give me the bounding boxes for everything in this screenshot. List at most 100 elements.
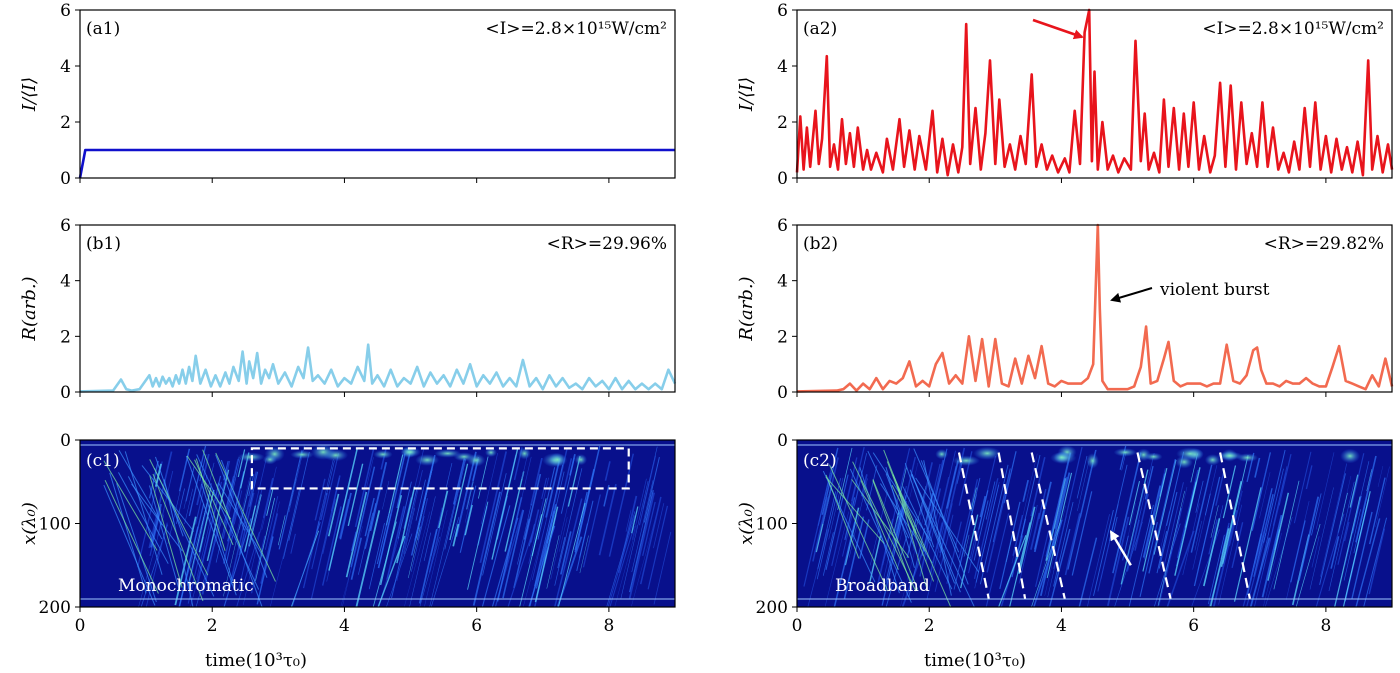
heatmap-hotspot xyxy=(1053,451,1070,463)
heatmap-streak xyxy=(604,461,611,481)
heatmap-streak xyxy=(563,458,573,490)
heatmap-streak xyxy=(614,524,638,607)
heatmap-streak xyxy=(238,489,263,591)
heatmap-streak xyxy=(1295,524,1321,607)
heatmap-streak xyxy=(223,518,252,607)
heatmap-texture xyxy=(797,444,1392,607)
heatmap-streak xyxy=(362,457,374,506)
heatmap-hotspot xyxy=(973,446,1002,460)
heatmap-streak xyxy=(631,478,647,541)
heatmap-streak xyxy=(1192,465,1218,570)
heatmap-streak xyxy=(266,487,274,516)
y-axis-label: I/⟨I⟩ xyxy=(19,77,40,112)
heatmap-streak xyxy=(1249,537,1271,607)
heatmap-streak xyxy=(1309,487,1334,590)
panel-label: (a2) xyxy=(803,19,837,39)
heatmap-streak xyxy=(985,513,1010,607)
heatmap-streak xyxy=(225,458,239,510)
heatmap-streak xyxy=(899,467,907,497)
axes-frame xyxy=(796,9,1393,179)
x-tick-label: 6 xyxy=(471,616,482,636)
x-axis-label-right: time(10³τ₀) xyxy=(924,650,1026,671)
heatmap-streak xyxy=(1328,481,1355,592)
heatmap-streak xyxy=(350,537,363,580)
heatmap-streak xyxy=(354,446,375,528)
heatmap-streak xyxy=(1067,449,1097,570)
heatmap-streak xyxy=(1093,509,1114,596)
series-line xyxy=(78,148,675,179)
axes-frame xyxy=(796,224,1393,393)
heatmap-streak xyxy=(1048,528,1071,607)
heatmap-hotspot xyxy=(434,449,462,458)
heatmap-hotspot xyxy=(1086,453,1099,469)
heatmap-streak xyxy=(355,510,381,607)
heatmap-texture xyxy=(80,444,675,607)
heatmap-streak xyxy=(617,495,638,573)
heatmap-streak xyxy=(288,451,310,541)
heatmap-streak xyxy=(908,527,926,598)
heatmap-streak xyxy=(289,478,297,507)
heatmap-streak xyxy=(290,533,296,554)
heatmap-streak xyxy=(222,507,238,564)
heatmap-streak xyxy=(929,522,944,575)
heatmap-streak xyxy=(417,498,429,540)
heatmap-streak xyxy=(186,455,232,520)
heatmap-streak xyxy=(1144,465,1154,500)
heatmap-hotspot xyxy=(548,452,566,467)
dashed-guide-line xyxy=(1030,452,1066,599)
heatmap-streak xyxy=(1263,449,1286,543)
panel-annotation: <I>=2.8×10¹⁵W/cm² xyxy=(485,19,667,39)
heatmap-streak xyxy=(104,479,159,594)
heatmap-streak xyxy=(639,496,662,585)
heatmap-streak xyxy=(1355,455,1377,543)
heatmap-streak xyxy=(559,517,568,552)
heatmap-streak xyxy=(831,457,858,566)
y-tick-label: 100 xyxy=(756,515,788,535)
heatmap-streak xyxy=(477,456,489,499)
heatmap-streak xyxy=(550,498,570,580)
heatmap-streak xyxy=(914,485,927,535)
heatmap-streak xyxy=(351,531,357,552)
heatmap-streak xyxy=(1033,519,1063,607)
heatmap-streak xyxy=(1022,479,1029,502)
heatmap-streak xyxy=(196,454,260,590)
x-tick-label: 2 xyxy=(924,616,935,636)
heatmap-streak xyxy=(459,491,468,523)
heatmap-hotspot xyxy=(574,454,588,466)
heatmap-streak xyxy=(973,478,999,579)
heatmap-streak xyxy=(480,452,498,525)
heatmap-hotspot xyxy=(311,444,336,460)
heatmap-streak xyxy=(1311,536,1320,568)
heatmap-streak xyxy=(812,497,829,562)
heatmap-streak xyxy=(229,456,240,496)
heatmap-streak xyxy=(833,521,856,607)
heatmap-label: Monochromatic xyxy=(118,576,254,596)
heatmap-streak xyxy=(138,514,165,607)
x-tick-label: 8 xyxy=(1320,616,1331,636)
y-tick-label: 4 xyxy=(60,57,71,77)
heatmap-streak xyxy=(1194,520,1202,551)
heatmap-streak xyxy=(1126,485,1146,562)
heatmap-streak xyxy=(978,490,989,530)
heatmap-streak xyxy=(1253,502,1281,607)
heatmap-streak xyxy=(1076,455,1088,499)
heatmap-streak xyxy=(625,509,632,532)
heatmap-streak xyxy=(103,460,158,551)
heatmap-streak xyxy=(472,491,501,606)
heatmap-streak xyxy=(553,498,583,607)
heatmap-streak xyxy=(368,522,385,590)
heatmap-streak xyxy=(1342,491,1371,607)
y-tick-label: 2 xyxy=(777,327,788,347)
x-tick-label: 2 xyxy=(207,616,218,636)
panel-label: (b1) xyxy=(86,234,121,254)
heatmap-streak xyxy=(837,447,853,510)
heatmap-streak xyxy=(848,478,868,558)
heatmap-streak xyxy=(1054,476,1068,529)
heatmap-streak xyxy=(423,459,435,501)
heatmap-streak xyxy=(557,536,566,569)
x-tick-label: 0 xyxy=(75,616,86,636)
heatmap-streak xyxy=(960,514,979,589)
heatmap-streak xyxy=(1344,461,1370,566)
panel-b2: 0 2 4 6 R(arb.) (b2) <R>=29.82% xyxy=(736,216,1394,403)
panel-b1: 0 2 4 6 R(arb.) (b1) <R>=29.96% xyxy=(19,216,677,403)
